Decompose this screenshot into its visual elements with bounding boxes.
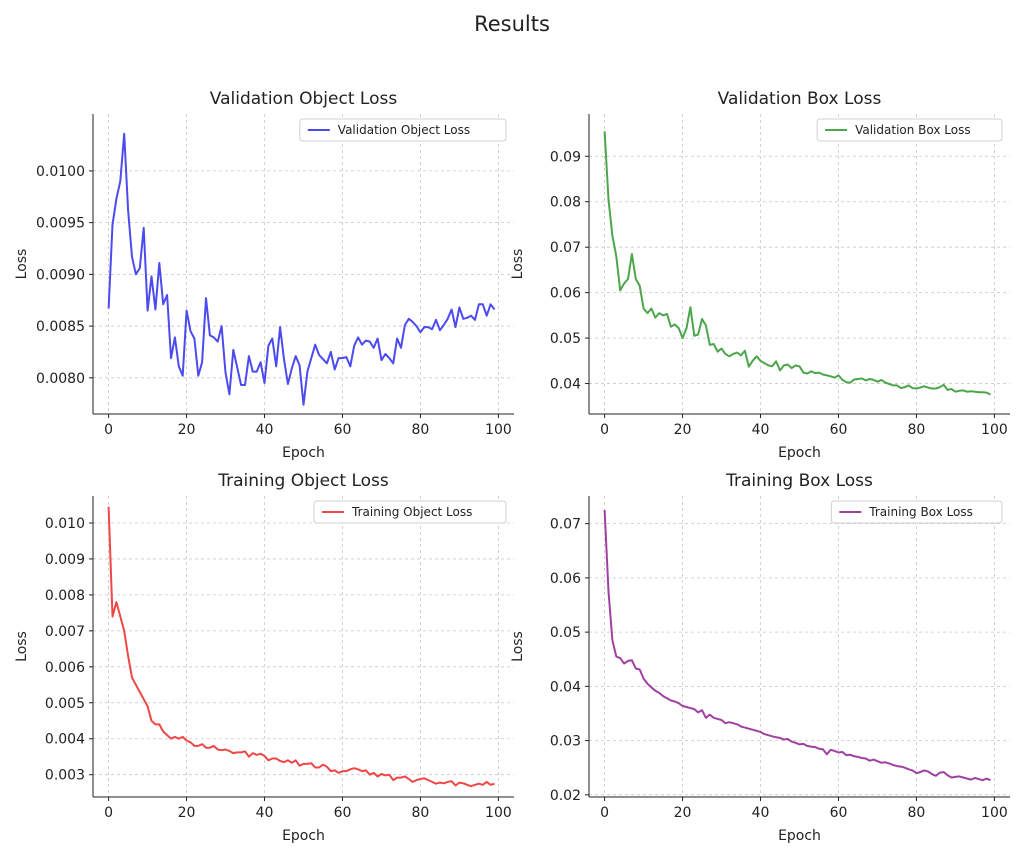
y-tick-label: 0.010 <box>45 516 85 532</box>
y-tick-label: 0.007 <box>45 624 85 640</box>
x-tick-label: 80 <box>412 422 430 438</box>
y-axis-label: Loss <box>510 631 526 662</box>
x-tick-label: 80 <box>412 805 430 821</box>
panel-validation-box-loss: 0 20 40 60 80 100 0.04 0.05 0.06 0.07 0.08 0.09 Vali… <box>510 80 1024 461</box>
chart-title: Training Object Loss <box>217 471 389 491</box>
grid <box>589 114 1010 414</box>
validation-object-loss-series-line <box>107 132 496 406</box>
training-object-loss-series-line <box>107 506 495 788</box>
legend-box <box>313 500 507 524</box>
y-tick-label: 0.07 <box>550 240 581 256</box>
x-tick-label: 0 <box>104 422 113 438</box>
x-tick-label: 100 <box>485 805 512 821</box>
y-axis-label: Loss <box>510 249 526 280</box>
x-axis-label: Epoch <box>282 828 325 844</box>
legend-label: Training Box Loss <box>868 505 973 519</box>
chart-title: Validation Box Loss <box>718 89 882 109</box>
x-tick-label: 80 <box>908 805 926 821</box>
panel-training-object-loss: 0 20 40 60 80 100 0.003 0.004 0.005 0.006 0.007 0.0… <box>0 462 514 853</box>
legend: Validation Object Loss <box>299 118 507 142</box>
x-axis-label: Epoch <box>778 828 821 844</box>
y-axis-label: Loss <box>14 631 30 662</box>
training-box-loss-series-line <box>603 510 991 782</box>
y-tick-label: 0.03 <box>550 734 581 750</box>
panel-training-box-loss: 0 20 40 60 80 100 0.02 0.03 0.04 0.05 0.06 0.07 Trai… <box>510 462 1024 853</box>
x-tick-label: 40 <box>752 422 770 438</box>
x-tick-label: 100 <box>981 805 1008 821</box>
panel-validation-object-loss: 0 20 40 60 80 100 0.0080 0.0085 0.0090 0.0095 0.01… <box>0 80 514 461</box>
x-tick-label: 20 <box>674 422 692 438</box>
legend-box <box>816 118 1003 142</box>
x-tick-label: 60 <box>830 805 848 821</box>
x-tick-label: 100 <box>981 422 1008 438</box>
x-tick-label: 0 <box>600 805 609 821</box>
x-tick-label: 20 <box>178 422 196 438</box>
y-tick-label: 0.0085 <box>36 319 85 335</box>
y-tick-label: 0.06 <box>550 286 581 302</box>
legend-label: Validation Box Loss <box>855 123 971 137</box>
legend: Training Object Loss <box>313 500 507 524</box>
y-axis-label: Loss <box>14 249 30 280</box>
legend-label: Training Object Loss <box>351 505 472 519</box>
validation-object-loss-chart: 0 20 40 60 80 100 0.0080 0.0085 0.0090 0.0095 0.01… <box>14 89 514 461</box>
legend-box <box>299 118 507 142</box>
chart-title: Validation Object Loss <box>210 89 398 109</box>
legend-box <box>830 500 1003 524</box>
x-tick-label: 60 <box>334 805 352 821</box>
y-tick-label: 0.0100 <box>36 164 85 180</box>
x-tick-label: 40 <box>256 422 274 438</box>
y-tick-label: 0.05 <box>550 331 581 347</box>
y-tick-label: 0.07 <box>550 517 581 533</box>
grid <box>93 114 514 414</box>
training-object-loss-chart: 0 20 40 60 80 100 0.003 0.004 0.005 0.006 0.007 0.0… <box>14 471 514 844</box>
grid <box>589 496 1010 797</box>
training-box-loss-chart: 0 20 40 60 80 100 0.02 0.03 0.04 0.05 0.06 0.07 Trai… <box>510 471 1010 844</box>
y-tick-label: 0.0080 <box>36 371 85 387</box>
legend: Validation Box Loss <box>816 118 1003 142</box>
x-tick-label: 60 <box>334 422 352 438</box>
y-tick-label: 0.08 <box>550 195 581 211</box>
y-tick-label: 0.0095 <box>36 216 85 232</box>
x-tick-label: 40 <box>752 805 770 821</box>
chart-title: Training Box Loss <box>725 471 873 491</box>
x-tick-label: 80 <box>908 422 926 438</box>
y-tick-label: 0.009 <box>45 552 85 568</box>
x-tick-label: 0 <box>600 422 609 438</box>
x-tick-label: 100 <box>485 422 512 438</box>
y-tick-label: 0.04 <box>550 679 581 695</box>
y-tick-label: 0.005 <box>45 696 85 712</box>
y-tick-label: 0.003 <box>45 768 85 784</box>
validation-box-loss-chart: 0 20 40 60 80 100 0.04 0.05 0.06 0.07 0.08 0.09 Vali… <box>510 89 1010 461</box>
y-tick-label: 0.04 <box>550 377 581 393</box>
x-tick-label: 40 <box>256 805 274 821</box>
legend: Training Box Loss <box>830 500 1003 524</box>
x-tick-label: 0 <box>104 805 113 821</box>
y-tick-label: 0.06 <box>550 571 581 587</box>
y-tick-label: 0.02 <box>550 788 581 804</box>
y-tick-label: 0.004 <box>45 732 85 748</box>
y-tick-label: 0.006 <box>45 660 85 676</box>
figure-title: Results <box>474 12 550 36</box>
y-tick-label: 0.09 <box>550 149 581 165</box>
grid <box>93 496 514 797</box>
x-tick-label: 60 <box>830 422 848 438</box>
x-tick-label: 20 <box>178 805 196 821</box>
validation-box-loss-series-line <box>603 131 991 396</box>
y-tick-label: 0.05 <box>550 625 581 641</box>
x-axis-label: Epoch <box>778 445 821 461</box>
y-tick-label: 0.0090 <box>36 267 85 283</box>
x-axis-label: Epoch <box>282 445 325 461</box>
x-tick-label: 20 <box>674 805 692 821</box>
legend-label: Validation Object Loss <box>338 123 470 137</box>
y-tick-label: 0.008 <box>45 588 85 604</box>
